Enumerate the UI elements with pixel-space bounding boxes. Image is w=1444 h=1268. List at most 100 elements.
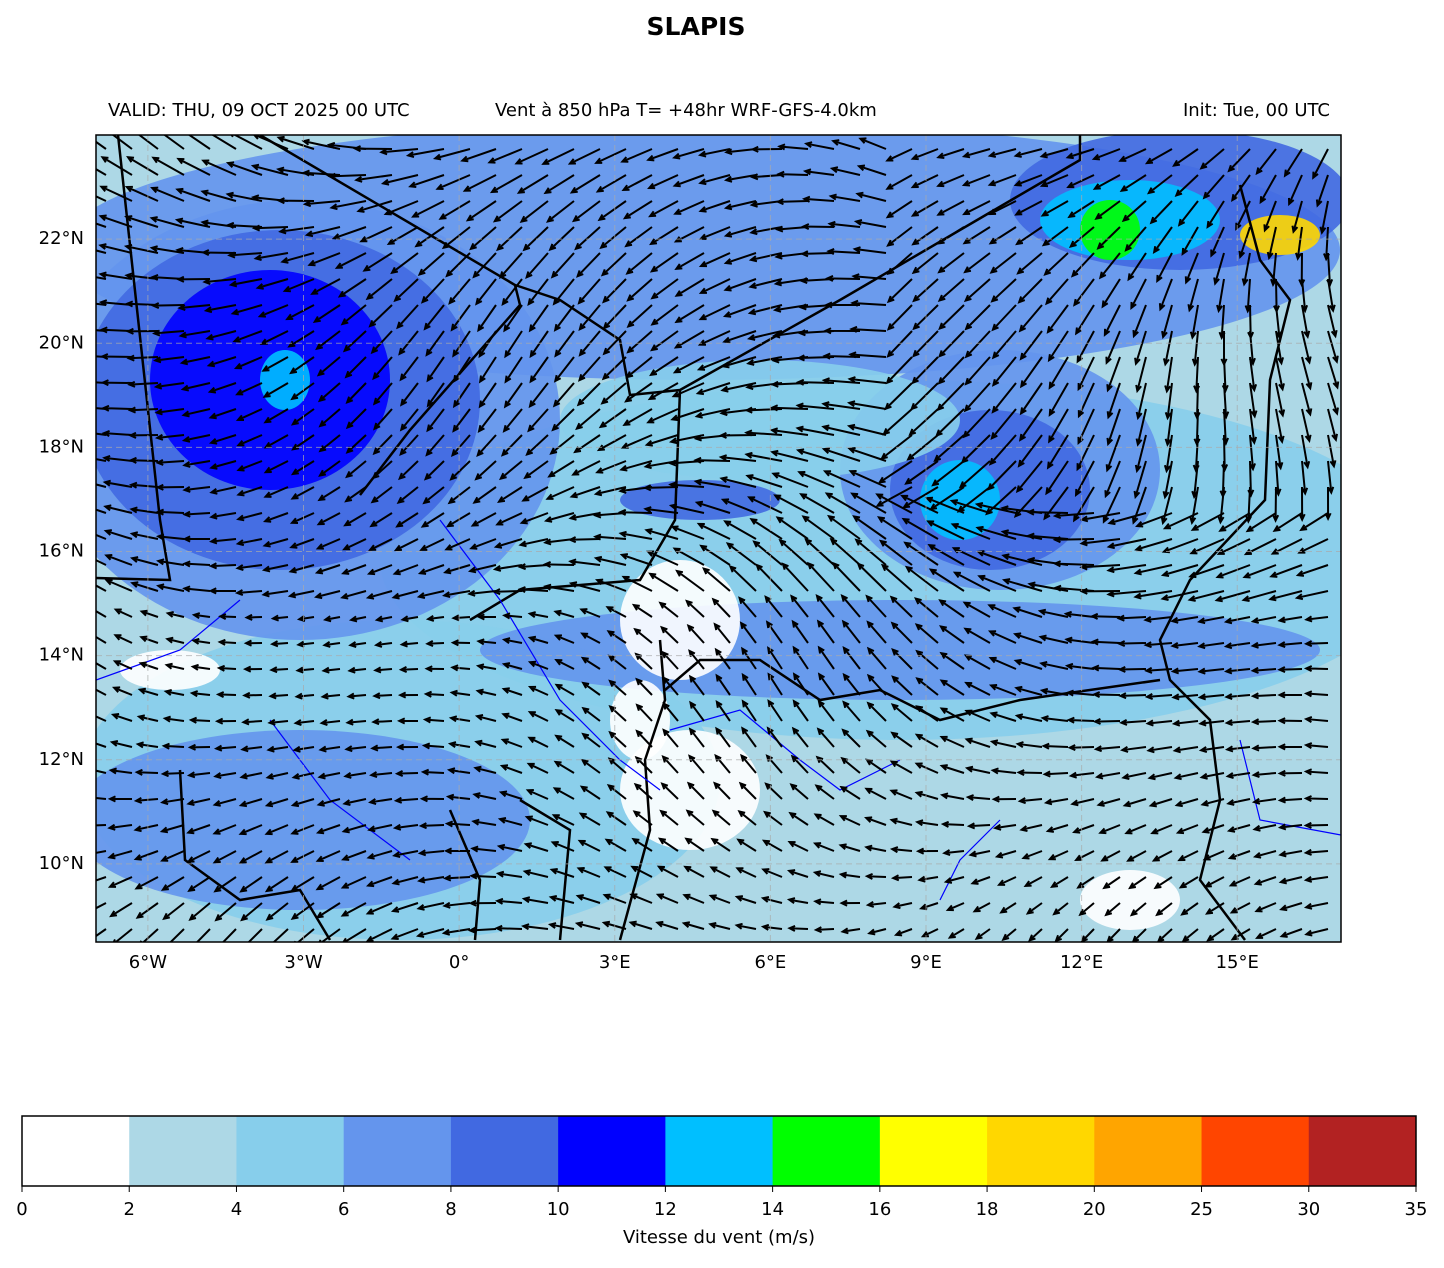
wind-arrow <box>580 758 601 774</box>
wind-arrow <box>96 928 107 938</box>
wind-arrow <box>422 486 445 505</box>
wind-arrow <box>165 611 185 618</box>
wind-arrow <box>626 330 653 354</box>
wind-arrow <box>1251 797 1277 805</box>
wind-arrow <box>1202 850 1225 861</box>
wind-arrow <box>1224 719 1251 727</box>
wind-arrow <box>852 246 887 254</box>
wind-arrow <box>125 327 159 335</box>
wind-arrow <box>1039 660 1069 670</box>
wind-arrow <box>767 699 783 722</box>
wind-arrow <box>1250 616 1277 624</box>
wind-arrow <box>698 252 731 268</box>
wind-arrow <box>1226 824 1251 833</box>
wind-arrow <box>856 562 887 592</box>
wind-arrow <box>1203 876 1225 888</box>
wind-arrow <box>444 538 471 551</box>
wind-arrow <box>911 252 939 275</box>
wind-arrow <box>497 486 523 503</box>
wind-arrow <box>1301 382 1313 417</box>
wind-arrow <box>974 928 991 941</box>
wind-arrow <box>1093 745 1121 753</box>
wind-arrow <box>1072 824 1095 834</box>
wind-arrow <box>621 174 653 192</box>
wind-arrow <box>348 615 367 623</box>
wind-arrow <box>1245 512 1277 533</box>
wind-arrow <box>620 148 653 163</box>
wind-arrow <box>1048 408 1069 444</box>
wind-arrow <box>348 641 367 648</box>
wind-arrow <box>156 583 185 592</box>
wind-arrow <box>467 926 497 934</box>
wind-arrow <box>738 596 757 618</box>
wind-arrow <box>990 767 1017 775</box>
wind-arrow <box>152 329 185 337</box>
wind-arrow <box>163 135 185 150</box>
wind-arrow <box>1118 148 1147 162</box>
wind-arrow <box>1052 902 1069 916</box>
wind-arrow <box>917 875 939 883</box>
wind-arrow <box>842 646 861 670</box>
wind-arrow <box>96 222 107 228</box>
wind-arrow <box>801 195 835 203</box>
wind-arrow <box>938 304 965 331</box>
wind-arrow <box>670 408 705 422</box>
wind-arrow <box>646 148 679 162</box>
wind-arrow <box>386 226 419 246</box>
border <box>1158 184 1292 941</box>
wind-arrow <box>1161 304 1173 340</box>
border <box>448 809 482 941</box>
wind-arrow <box>500 434 523 457</box>
wind-arrow <box>1187 590 1225 602</box>
river <box>439 519 661 791</box>
wind-arrow <box>416 902 445 911</box>
wind-arrow <box>741 699 757 722</box>
wind-arrow <box>503 382 523 409</box>
wind-arrow <box>337 278 367 298</box>
wind-arrow <box>96 407 107 410</box>
wind-arrow <box>139 928 159 942</box>
wind-arrow <box>452 356 471 384</box>
wind-arrow <box>227 251 263 259</box>
wind-arrow <box>617 508 653 516</box>
wind-arrow <box>1013 486 1043 518</box>
wind-arrow <box>492 588 523 596</box>
wind-arrow <box>1052 536 1095 544</box>
wind-arrow <box>276 197 315 205</box>
wind-arrow <box>685 599 705 618</box>
wind-arrow <box>342 330 367 353</box>
wind-arrow <box>684 837 705 852</box>
wind-arrow <box>698 174 731 186</box>
wind-arrow <box>342 928 367 942</box>
wind-arrow <box>864 787 887 800</box>
wind-arrow <box>1215 564 1251 579</box>
wind-arrow <box>1156 252 1173 283</box>
wind-arrow <box>550 252 575 279</box>
speed-region <box>120 650 220 690</box>
wind-arrow <box>790 594 809 618</box>
wind-arrow <box>769 427 809 436</box>
wind-arrow <box>1304 928 1329 937</box>
wind-arrow <box>447 486 471 505</box>
wind-arrow <box>113 608 133 618</box>
wind-arrow <box>671 382 705 398</box>
colorbar-segment <box>987 1116 1095 1186</box>
wind-arrow <box>842 700 861 722</box>
wind-arrow <box>130 581 159 592</box>
wind-arrow <box>399 382 419 407</box>
wind-arrow <box>661 650 679 670</box>
wind-arrow <box>103 529 133 540</box>
wind-arrow <box>854 538 887 566</box>
wind-arrow <box>1012 606 1043 618</box>
wind-arrow <box>1012 632 1043 644</box>
wind-arrow <box>1039 148 1069 159</box>
wind-arrow <box>1315 174 1329 208</box>
wind-arrow <box>108 767 133 775</box>
wind-arrow <box>817 645 835 670</box>
wind-arrow <box>1277 796 1303 804</box>
wind-arrow <box>600 382 627 405</box>
wind-arrow <box>504 356 523 384</box>
wind-arrow <box>164 662 185 670</box>
wind-arrow <box>545 200 575 223</box>
wind-arrow <box>203 304 237 314</box>
